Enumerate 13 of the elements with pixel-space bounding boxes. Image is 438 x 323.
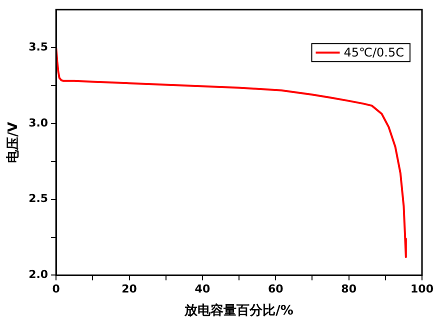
x-tick-label: 60 [268, 282, 284, 296]
x-tick-label: 100 [410, 282, 434, 296]
y-tick-label: 3.0 [28, 116, 48, 130]
x-axis-title: 放电容量百分比/% [184, 302, 294, 319]
x-tick-label: 80 [341, 282, 357, 296]
y-tick-label: 3.5 [28, 40, 48, 54]
x-tick-label: 20 [122, 282, 138, 296]
y-tick-label: 2.0 [28, 268, 48, 282]
y-axis-title: 电压/V [6, 122, 22, 163]
y-tick-label: 2.5 [28, 192, 48, 206]
x-tick-label: 0 [52, 282, 60, 296]
x-tick-label: 40 [194, 282, 210, 296]
legend-label: 45℃/0.5C [344, 46, 404, 60]
